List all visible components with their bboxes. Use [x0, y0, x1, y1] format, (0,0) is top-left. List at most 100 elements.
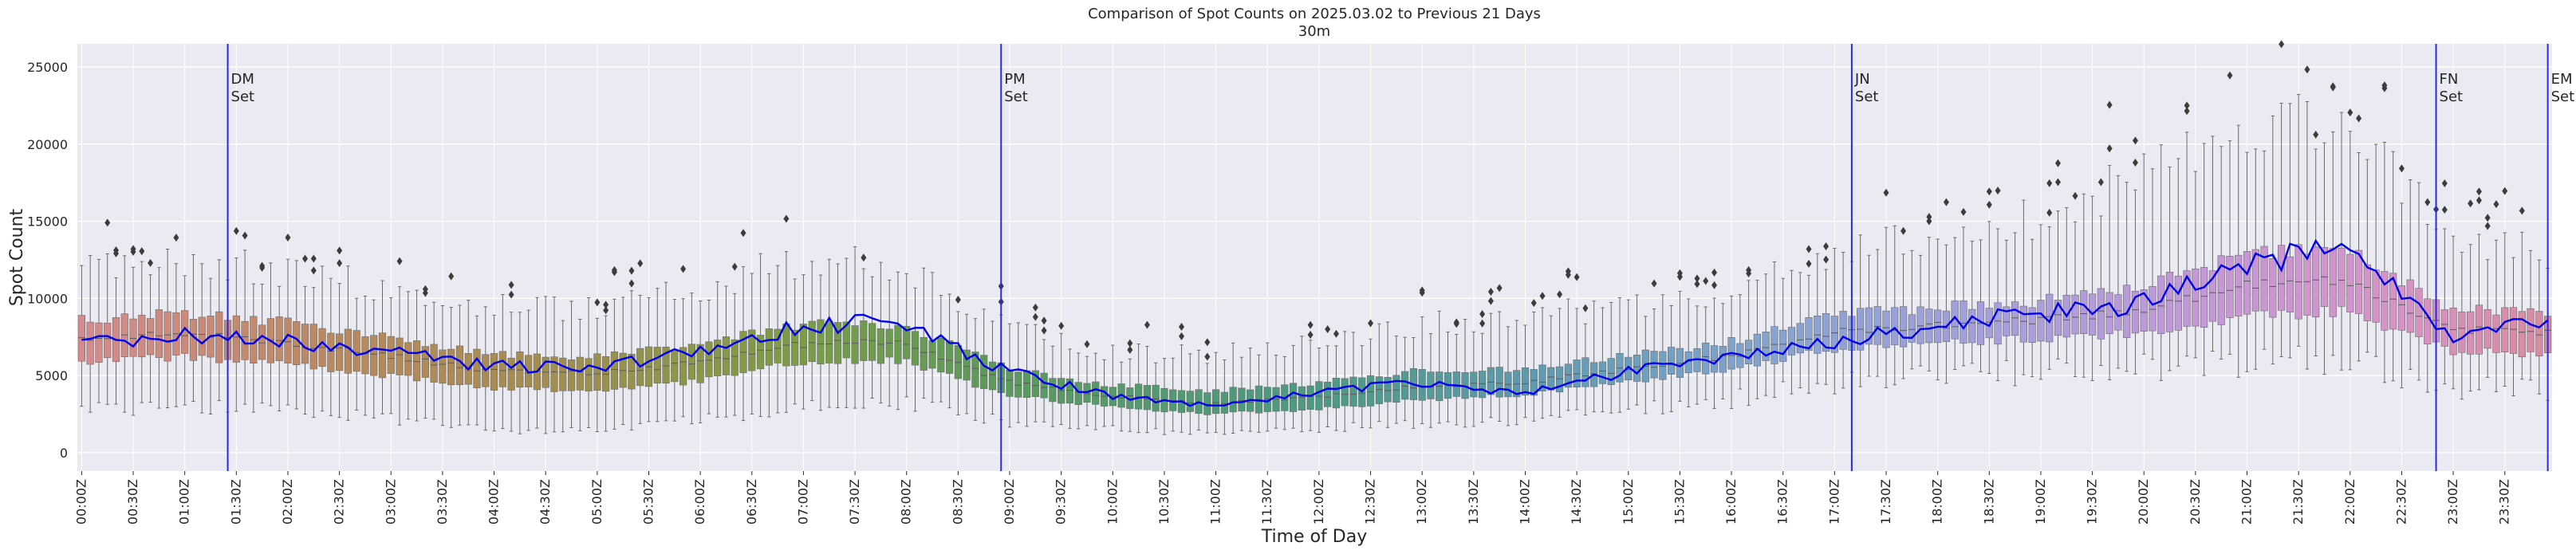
box-iqr — [1719, 346, 1727, 373]
box-iqr — [2243, 251, 2251, 315]
box-iqr — [2097, 288, 2105, 340]
box-iqr — [1547, 367, 1555, 391]
box — [1676, 269, 1684, 402]
box — [1092, 352, 1100, 430]
box — [860, 253, 868, 409]
outlier — [310, 254, 317, 263]
outlier — [302, 254, 309, 263]
y-axis-ticks: 0 5000 10000 15000 20000 25000 — [27, 60, 68, 461]
box-iqr — [971, 352, 979, 388]
box — [421, 285, 429, 419]
outlier — [2132, 136, 2138, 145]
box — [1976, 239, 1985, 372]
box — [2303, 65, 2311, 370]
box — [928, 272, 936, 403]
x-tick-label: 04:30Z — [538, 479, 553, 525]
box — [791, 278, 799, 405]
outlier — [2381, 81, 2388, 90]
box — [1384, 321, 1392, 428]
outlier — [1883, 188, 1889, 197]
box — [903, 273, 911, 398]
box — [937, 295, 945, 403]
box — [2406, 179, 2414, 370]
box — [980, 308, 988, 424]
box — [2071, 191, 2079, 377]
outlier — [396, 257, 403, 265]
box — [1633, 294, 1641, 406]
box-iqr — [945, 340, 954, 374]
box-iqr — [498, 351, 506, 387]
box — [1779, 277, 1787, 383]
box — [971, 318, 979, 421]
outlier — [2054, 159, 2061, 167]
box-iqr — [1538, 364, 1546, 391]
box-iqr — [396, 337, 404, 375]
box-iqr — [980, 355, 988, 389]
box-iqr — [1238, 387, 1246, 412]
box-iqr — [1891, 307, 1899, 345]
outlier — [337, 259, 343, 268]
outlier — [2279, 40, 2285, 49]
box-iqr — [2165, 271, 2174, 332]
box-iqr — [567, 360, 576, 391]
box — [2346, 108, 2354, 371]
box — [2140, 153, 2148, 355]
outlier — [2519, 206, 2525, 215]
x-axis-ticks: 00:00Z 00:30Z 01:00Z 01:30Z 02:00Z 02:30Z 03:0… — [73, 471, 2512, 525]
box-iqr — [1822, 313, 1830, 352]
box — [1324, 324, 1332, 427]
box — [920, 267, 928, 399]
plot-background — [77, 44, 2552, 471]
box-iqr — [1805, 317, 1813, 352]
box-iqr — [2217, 255, 2225, 325]
box — [2277, 40, 2286, 357]
x-tick-label: 03:00Z — [383, 479, 398, 525]
box — [1521, 324, 1530, 418]
box — [1470, 331, 1478, 427]
box-iqr — [1229, 387, 1237, 413]
box-iqr — [258, 324, 266, 360]
box — [2028, 238, 2036, 378]
outlier — [508, 290, 514, 299]
outlier — [112, 246, 119, 255]
box — [963, 313, 971, 415]
box — [722, 285, 731, 418]
box-iqr — [146, 318, 155, 356]
y-tick-label: 20000 — [27, 137, 68, 152]
x-axis-label: Time of Day — [1261, 527, 1367, 547]
box-iqr — [387, 336, 395, 374]
box-iqr — [860, 320, 868, 361]
box-iqr — [1994, 302, 2002, 345]
box — [1289, 344, 1298, 429]
box-iqr — [2251, 249, 2259, 312]
box — [1220, 359, 1228, 435]
box — [1100, 359, 1109, 427]
box-iqr — [1659, 351, 1667, 380]
x-tick-label: 22:30Z — [2393, 479, 2409, 525]
outlier — [448, 272, 455, 281]
box-iqr — [2028, 307, 2036, 343]
box — [146, 258, 155, 403]
box — [327, 277, 335, 416]
box-iqr — [1049, 378, 1057, 403]
outlier — [955, 296, 961, 305]
box-iqr — [2105, 292, 2113, 335]
current-day-line — [81, 238, 2549, 407]
box-iqr — [189, 319, 198, 361]
box-iqr — [163, 311, 171, 362]
box-iqr — [928, 340, 936, 369]
box-iqr — [1031, 370, 1039, 398]
box — [619, 297, 627, 426]
box-iqr — [1899, 306, 1908, 348]
box-iqr — [1744, 340, 1753, 364]
annotation-line2: Set — [2551, 88, 2575, 105]
box — [1882, 188, 1890, 388]
outlier — [2356, 114, 2362, 123]
box — [2217, 146, 2225, 360]
box — [559, 320, 567, 433]
box — [241, 231, 249, 405]
box-iqr — [1211, 389, 1220, 415]
annotation-line1: FN — [2440, 71, 2459, 88]
outlier — [2184, 101, 2190, 110]
